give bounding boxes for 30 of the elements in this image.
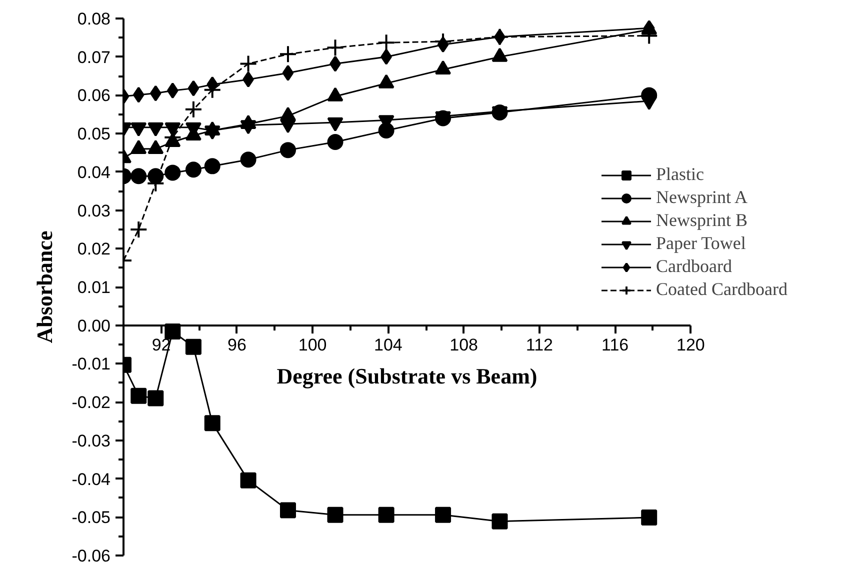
x-axis-title: Degree (Substrate vs Beam) (276, 364, 538, 388)
x-tick-label: 112 (526, 335, 554, 354)
y-tick-label: 0.00 (77, 316, 111, 336)
y-tick-label: 0.06 (77, 86, 111, 106)
y-tick-label: -0.03 (72, 431, 110, 450)
x-tick-label: 96 (227, 335, 246, 354)
y-tick-label: 0.01 (77, 278, 111, 297)
x-tick-label: 104 (374, 335, 402, 354)
legend-label: Newsprint A (656, 187, 748, 208)
y-tick-label: -0.04 (72, 470, 110, 489)
legend-label: Paper Towel (656, 233, 746, 254)
y-tick-label: -0.05 (72, 508, 110, 528)
legend-label: Cardboard (656, 256, 732, 277)
y-axis-title: Absorbance (32, 230, 57, 344)
y-tick-label: -0.02 (72, 393, 110, 412)
x-tick-label: 120 (676, 335, 705, 354)
y-tick-label: 0.08 (77, 10, 111, 28)
y-tick-label: 0.05 (77, 124, 111, 144)
legend-label: Newsprint B (656, 210, 748, 231)
legend-label: Plastic (656, 164, 704, 185)
legend-label: Coated Cardboard (656, 279, 788, 300)
x-tick-label: 108 (450, 335, 478, 354)
x-tick-label: 100 (298, 335, 327, 354)
y-tick-label: 0.04 (77, 162, 111, 182)
y-tick-label: -0.01 (72, 354, 110, 374)
y-tick-label: -0.06 (72, 546, 110, 566)
y-tick-label: 0.07 (77, 48, 111, 67)
y-tick-label: 0.03 (77, 201, 111, 220)
y-tick-label: 0.02 (77, 240, 111, 259)
x-tick-label: 116 (602, 335, 629, 354)
